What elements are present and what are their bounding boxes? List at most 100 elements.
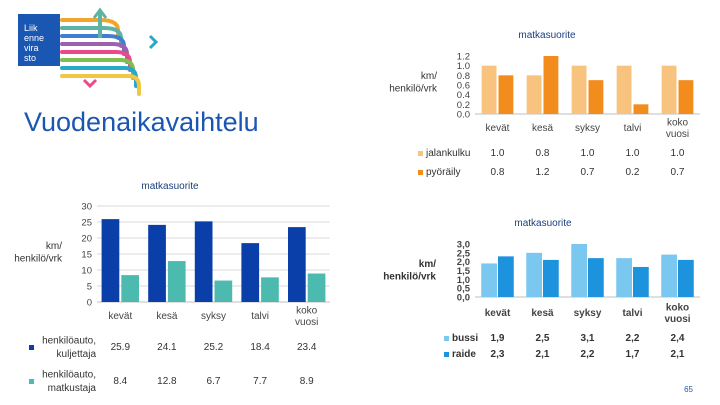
data-label: 25.2 bbox=[204, 342, 224, 353]
y-tick-label: 0,0 bbox=[457, 292, 470, 303]
x-category-label: kevät bbox=[485, 308, 511, 319]
y-tick-label: 2,5 bbox=[457, 248, 471, 259]
chart-title: matkasuorite bbox=[141, 181, 199, 192]
data-label: 1.0 bbox=[581, 148, 595, 159]
liikennevirasto-logo: Liik enne vira sto bbox=[18, 7, 159, 96]
data-label: 23.4 bbox=[297, 342, 317, 353]
bar-b bbox=[498, 75, 514, 114]
bar-a bbox=[481, 263, 497, 297]
data-label: 3,1 bbox=[581, 333, 595, 344]
x-category-label: vuosi bbox=[295, 317, 318, 328]
slide-number: 65 bbox=[684, 385, 693, 394]
bar-b bbox=[307, 273, 326, 302]
y-axis-label: henkilö/vrk bbox=[389, 84, 438, 95]
data-label: 7.7 bbox=[253, 376, 267, 387]
legend-label: jalankulku bbox=[425, 148, 470, 159]
bar-b bbox=[498, 256, 514, 297]
bar-b bbox=[588, 258, 604, 297]
bar-a bbox=[287, 227, 306, 302]
logo-line-4: sto bbox=[24, 53, 36, 63]
bar-b bbox=[678, 259, 694, 297]
y-tick-label: 0.4 bbox=[457, 90, 470, 101]
x-category-label: talvi bbox=[624, 123, 642, 134]
x-category-label: koko bbox=[667, 117, 689, 128]
x-category-label: vuosi bbox=[664, 314, 690, 325]
data-label: 0.8 bbox=[491, 167, 505, 178]
y-axis-label: km/ bbox=[419, 259, 436, 270]
data-label: 0.7 bbox=[581, 167, 595, 178]
logo-line-1: Liik bbox=[24, 23, 38, 33]
y-tick-label: 25 bbox=[81, 217, 92, 228]
x-category-label: syksy bbox=[575, 123, 600, 134]
data-label: 2,4 bbox=[671, 333, 685, 344]
data-label: 25.9 bbox=[111, 342, 131, 353]
x-category-label: koko bbox=[296, 305, 318, 316]
legend-swatch bbox=[29, 345, 34, 350]
y-tick-label: 3,0 bbox=[457, 239, 470, 250]
data-label: 6.7 bbox=[207, 376, 221, 387]
legend-swatch bbox=[444, 352, 449, 357]
logo-arrow-icon bbox=[148, 34, 159, 50]
logo-arrow-icon bbox=[92, 7, 108, 19]
legend-label: henkilöauto, bbox=[42, 369, 96, 380]
data-label: 0.7 bbox=[671, 167, 685, 178]
logo-arrow-icon bbox=[82, 78, 98, 89]
logo-line-2: enne bbox=[24, 33, 44, 43]
x-category-label: kevät bbox=[486, 123, 510, 134]
x-category-label: vuosi bbox=[666, 129, 689, 140]
legend-label: henkilöauto, bbox=[42, 335, 96, 346]
y-tick-label: 15 bbox=[81, 249, 92, 260]
legend-swatch bbox=[418, 151, 423, 156]
legend-label: pyöräily bbox=[426, 167, 460, 178]
x-category-label: syksy bbox=[574, 308, 602, 319]
data-label: 12.8 bbox=[157, 376, 177, 387]
bar-a bbox=[616, 258, 632, 297]
bar-a bbox=[241, 243, 260, 302]
logo-line-3: vira bbox=[24, 43, 39, 53]
legend-swatch bbox=[29, 379, 34, 384]
y-axis-label: km/ bbox=[46, 241, 62, 252]
y-axis-label: henkilö/vrk bbox=[14, 254, 63, 265]
data-label: 24.1 bbox=[157, 342, 177, 353]
data-label: 2,2 bbox=[626, 333, 640, 344]
bar-b bbox=[588, 80, 604, 114]
y-axis-label: km/ bbox=[421, 71, 437, 82]
x-category-label: kesä bbox=[156, 311, 178, 322]
y-tick-label: 0.2 bbox=[457, 100, 470, 111]
x-category-label: syksy bbox=[201, 311, 226, 322]
y-tick-label: 0.8 bbox=[457, 71, 470, 82]
y-tick-label: 20 bbox=[81, 233, 92, 244]
bar-b bbox=[543, 259, 559, 297]
x-category-label: talvi bbox=[251, 311, 269, 322]
data-label: 2,2 bbox=[581, 349, 595, 360]
bar-a bbox=[616, 65, 632, 114]
bar-a bbox=[661, 254, 677, 297]
y-tick-label: 0.0 bbox=[457, 109, 470, 120]
logo-route-lines bbox=[60, 7, 159, 96]
bar-b bbox=[543, 56, 559, 114]
page-title: Vuodenaikavaihtelu bbox=[24, 107, 259, 137]
legend-swatch bbox=[418, 170, 423, 175]
bar-b bbox=[633, 266, 649, 297]
bar-a bbox=[526, 252, 542, 297]
y-tick-label: 10 bbox=[81, 265, 92, 276]
legend-swatch bbox=[444, 336, 449, 341]
data-label: 1.0 bbox=[626, 148, 640, 159]
y-tick-label: 1,0 bbox=[457, 275, 470, 286]
bar-a bbox=[101, 219, 120, 302]
bar-b bbox=[261, 277, 279, 302]
data-label: 1,9 bbox=[491, 333, 505, 344]
data-label: 2,5 bbox=[536, 333, 550, 344]
x-category-label: kesä bbox=[532, 123, 554, 134]
data-label: 2,1 bbox=[671, 349, 685, 360]
y-tick-label: 5 bbox=[87, 281, 92, 292]
legend-label: kuljettaja bbox=[57, 349, 97, 360]
legend-label: matkustaja bbox=[48, 383, 97, 394]
y-tick-label: 1.2 bbox=[457, 51, 470, 62]
data-label: 1.0 bbox=[491, 148, 505, 159]
data-label: 8.9 bbox=[300, 376, 314, 387]
x-category-label: koko bbox=[666, 302, 689, 313]
bar-a bbox=[526, 75, 542, 114]
x-category-label: kesä bbox=[531, 308, 554, 319]
